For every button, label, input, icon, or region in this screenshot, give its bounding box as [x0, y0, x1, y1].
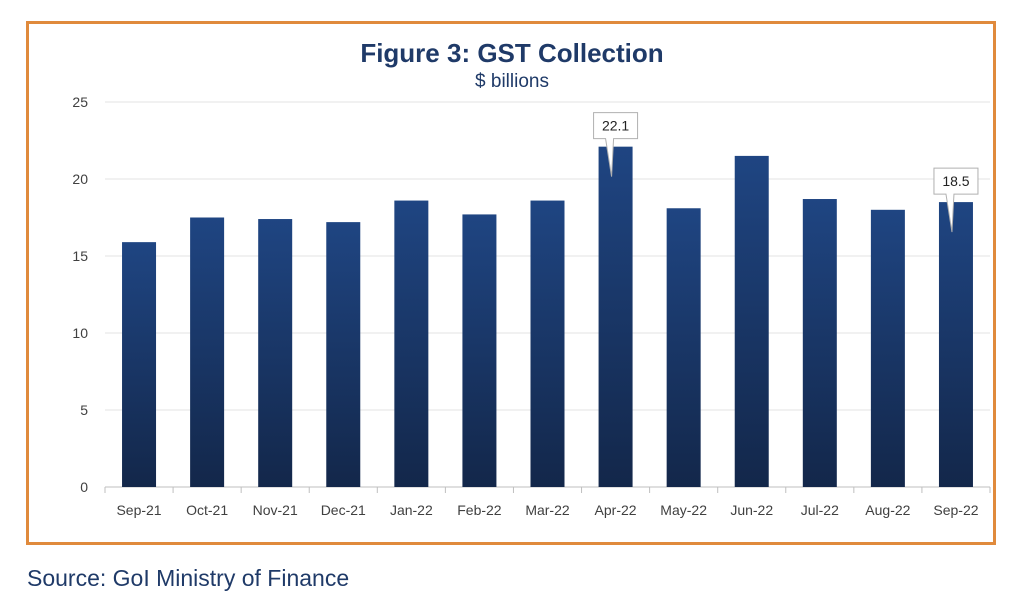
x-axis-ticks: Sep-21 Oct-21 Nov-21 Dec-21 Jan-22 Feb-22 Mar-…: [104, 487, 991, 518]
bar: [530, 200, 565, 487]
data-label-text: 18.5: [942, 173, 969, 189]
data-label: 22.1: [593, 112, 639, 177]
x-tick-label: Feb-22: [457, 502, 502, 518]
bar: [190, 217, 225, 487]
bar: [462, 214, 497, 488]
y-tick-label: 20: [72, 171, 88, 187]
y-tick-label: 10: [72, 325, 88, 341]
x-tick-label: Jul-22: [801, 502, 839, 518]
data-label-callout: [933, 167, 979, 233]
bar: [802, 199, 837, 487]
x-tick-label: Sep-21: [116, 502, 161, 518]
x-tick-label: Sep-22: [933, 502, 978, 518]
bar: [394, 200, 429, 487]
chart-subtitle: $ billions: [475, 71, 549, 92]
x-tick-label: Aug-22: [865, 502, 910, 518]
bar: [122, 242, 157, 487]
x-tick-label: Nov-21: [253, 502, 298, 518]
y-tick-label: 15: [72, 248, 88, 264]
data-labels: 22.1 18.5: [593, 112, 979, 233]
bar: [598, 146, 633, 487]
x-tick-label: Jan-22: [390, 502, 433, 518]
x-tick-label: Jun-22: [730, 502, 773, 518]
data-label-callout: [593, 112, 639, 177]
bar: [258, 219, 293, 488]
y-tick-label: 0: [80, 479, 88, 495]
bar: [326, 222, 361, 487]
x-tick-label: Apr-22: [595, 502, 637, 518]
bar: [870, 209, 905, 488]
y-tick-label: 5: [80, 402, 88, 418]
bars: [122, 146, 973, 488]
bar: [666, 208, 701, 487]
bar: [734, 155, 769, 487]
source-note: Source: GoI Ministry of Finance: [27, 565, 350, 591]
y-tick-label: 25: [72, 94, 88, 110]
y-axis-ticks: 0 5 10 15 20 25: [72, 94, 88, 495]
x-tick-label: Dec-21: [321, 502, 366, 518]
x-tick-label: Mar-22: [525, 502, 570, 518]
x-tick-label: Oct-21: [186, 502, 228, 518]
bar: [938, 202, 973, 487]
data-label: 18.5: [933, 167, 979, 233]
chart-title: Figure 3: GST Collection: [360, 38, 664, 68]
data-label-text: 22.1: [602, 118, 629, 134]
x-tick-label: May-22: [660, 502, 707, 518]
